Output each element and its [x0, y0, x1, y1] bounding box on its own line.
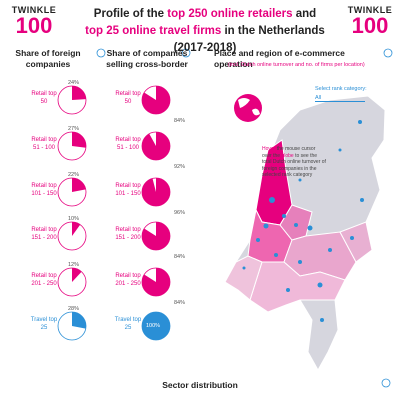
value-label: 22%	[68, 172, 80, 178]
pie-label-line: 25	[40, 325, 48, 331]
pie-label-line: 151 - 200	[31, 235, 57, 241]
note-text: the mouse cursor over the	[262, 146, 316, 159]
pie-label-line: Travel top	[30, 317, 58, 323]
note-text: to see the total Dutch online turnover o…	[262, 152, 326, 179]
value-label: 12%	[68, 262, 80, 268]
pie-label-line: Retail top	[31, 91, 57, 97]
pie-slice	[72, 86, 86, 100]
pie-label-line: Retail top	[31, 227, 57, 233]
section-title: Place and region of e-commerce operation	[214, 48, 345, 69]
logo-text: TWINKLE	[11, 5, 57, 15]
pie-label-line: 101 - 150	[115, 191, 141, 197]
note-emphasis: globe	[281, 152, 294, 159]
pie-label: Retail top 51 - 100	[22, 136, 66, 152]
map-subtitle: (incl. Dutch online turnover and no. of …	[228, 62, 365, 68]
title-segment: top 25 online travel firms	[85, 25, 222, 37]
pie-label: Travel top 25	[22, 316, 66, 332]
logo: TWINKLE 100	[4, 6, 64, 37]
pie-slice	[72, 222, 81, 236]
note-emphasis: Hover	[262, 146, 276, 152]
section-title: Sector distribution	[162, 380, 238, 390]
pie-label-line: Retail top	[31, 273, 57, 279]
pie-label: Retail top 151 - 200	[106, 226, 150, 242]
pie-label-line: 101 - 150	[31, 191, 57, 197]
value-label: 100%	[146, 323, 161, 329]
province[interactable]	[249, 261, 346, 313]
pie-slice	[72, 312, 86, 329]
location-dots	[242, 120, 364, 322]
pie-label-line: 51 - 100	[32, 145, 56, 151]
pie-slice	[142, 178, 171, 206]
title-segment: Profile of the	[93, 8, 168, 20]
pie-charts	[57, 85, 171, 341]
title-segment: top 250 online retailers	[167, 8, 293, 20]
title-segment: in the Netherlands (2017-2018)	[173, 25, 325, 54]
pie-slice	[142, 312, 170, 340]
pie-label-line: Retail top	[115, 227, 141, 233]
pie-label: Retail top 201 - 250	[106, 272, 150, 288]
pie-slice	[142, 268, 170, 296]
map[interactable]	[224, 94, 386, 372]
pie-label-line: Retail top	[31, 137, 57, 143]
value-label: 92%	[174, 164, 186, 170]
title-segment: and	[292, 8, 317, 20]
pie-label-line: 50	[40, 99, 48, 105]
section-title: Share of companies selling cross-border	[106, 48, 188, 69]
value-label: 28%	[68, 306, 80, 312]
pie-label: Retail top 50	[106, 90, 150, 106]
pie-slice	[141, 86, 170, 115]
pie-label-line: Retail top	[115, 137, 141, 143]
globe[interactable]	[234, 94, 262, 122]
select-label: Select rank category:	[315, 86, 367, 92]
info-icons[interactable]	[96, 48, 393, 388]
pie-label-line: 25	[124, 325, 132, 331]
pie-label-line: Travel top	[114, 317, 142, 323]
pie-slice	[72, 132, 86, 148]
logo-text: 100	[15, 13, 53, 38]
pie-label: Retail top 101 - 150	[106, 182, 150, 198]
pie-slice	[142, 222, 171, 251]
pie-label: Retail top 151 - 200	[22, 226, 66, 242]
province[interactable]	[339, 221, 373, 263]
value-label: 96%	[174, 210, 186, 216]
pie-label: Travel top 25	[106, 316, 150, 332]
pie-label-line: 201 - 250	[115, 281, 141, 287]
value-label: 84%	[174, 118, 186, 124]
pie-label-line: 50	[124, 99, 132, 105]
title: Profile of the top 250 online retailers …	[70, 6, 340, 57]
section-title: Share of foreign companies	[15, 48, 81, 69]
value-label: 10%	[68, 216, 80, 222]
value-label: 27%	[68, 126, 80, 132]
pie-slice	[72, 268, 82, 282]
logo: TWINKLE 100	[340, 6, 400, 37]
pie-label-line: 151 - 200	[115, 235, 141, 241]
logo-text: 100	[351, 13, 389, 38]
value-label: 84%	[174, 254, 186, 260]
pie-label: Retail top 50	[22, 90, 66, 106]
province[interactable]	[224, 255, 263, 301]
pie-slice	[72, 178, 86, 192]
pie-label-line: Retail top	[115, 91, 141, 97]
pie-slice	[142, 132, 171, 160]
pie-label-line: 201 - 250	[31, 281, 57, 287]
rank-select[interactable]: All	[315, 95, 365, 102]
logo-text: TWINKLE	[347, 5, 393, 15]
pie-label: Retail top 201 - 250	[22, 272, 66, 288]
pie-label-line: Retail top	[115, 183, 141, 189]
pie-label-line: Retail top	[31, 183, 57, 189]
hover-note: Hover the mouse cursor over the globe to…	[262, 146, 326, 179]
pie-label: Retail top 101 - 150	[22, 182, 66, 198]
value-label: 24%	[68, 80, 80, 86]
pie-label-line: Retail top	[115, 273, 141, 279]
pie-label: Retail top 51 - 100	[106, 136, 150, 152]
value-label: 84%	[174, 300, 186, 306]
pie-label-line: 51 - 100	[116, 145, 140, 151]
